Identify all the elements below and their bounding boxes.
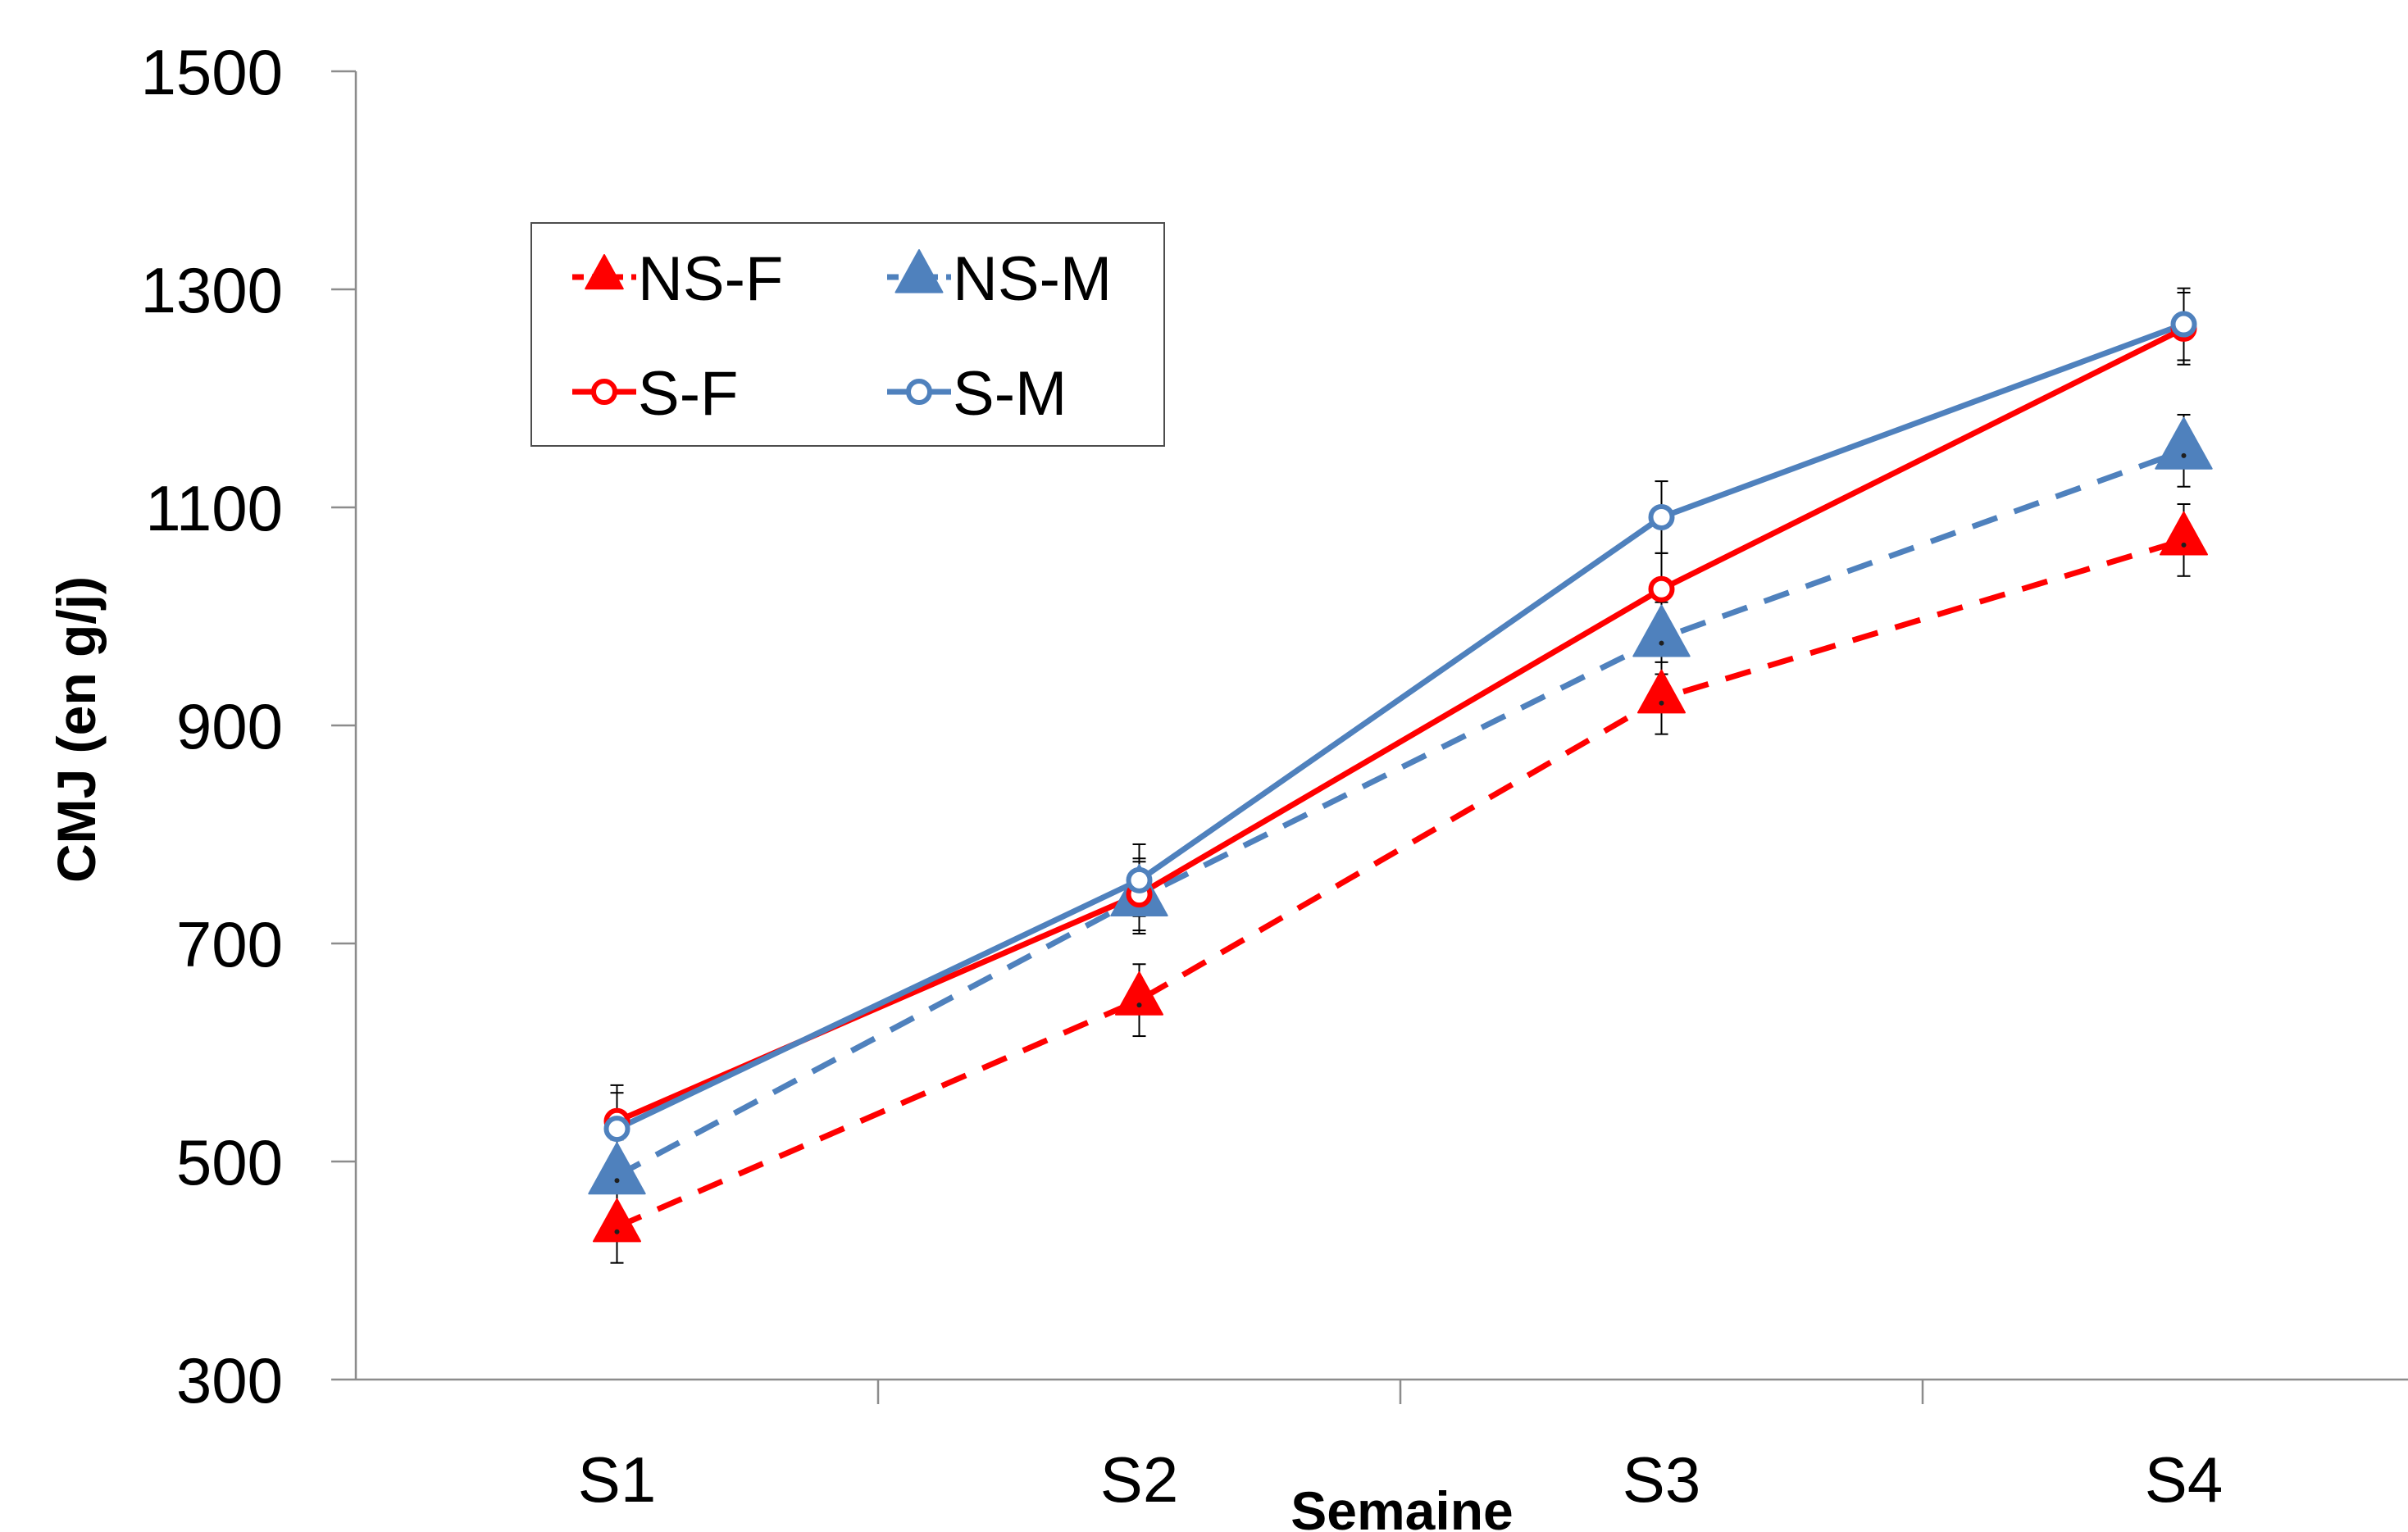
y-tick-label: 1100	[145, 472, 283, 544]
y-tick-label: 1500	[140, 36, 283, 108]
data-point-ns-m	[588, 1142, 646, 1195]
data-point-s-f	[1648, 575, 1675, 602]
x-axis-title: Semaine	[1290, 1480, 1513, 1532]
x-axis-ticks: S1 S2 S3 S4	[578, 1380, 2223, 1516]
series-line-s-m	[615, 321, 2185, 1132]
legend-label: NS-F	[638, 244, 783, 314]
series-lines	[615, 321, 2186, 1230]
legend-label: NS-M	[953, 244, 1112, 314]
data-point-center	[2181, 452, 2187, 458]
y-tick-label: 900	[176, 690, 283, 762]
x-tick-label: S1	[578, 1443, 656, 1516]
legend-marker	[591, 379, 617, 405]
data-point-ns-m	[1632, 604, 1691, 657]
legend-marker	[906, 379, 932, 405]
data-point-s-m	[603, 1116, 630, 1143]
x-tick-label: S2	[1100, 1443, 1178, 1516]
y-tick-label: 1300	[140, 254, 283, 326]
legend-box	[530, 222, 1165, 447]
data-point-ns-f	[593, 1198, 641, 1243]
series-line-ns-m	[615, 448, 2185, 1179]
y-tick-label: 700	[176, 908, 283, 980]
data-point-s-m	[1126, 866, 1153, 893]
data-point-ns-f	[1115, 971, 1163, 1016]
y-axis-ticks: 300 500 700 900 1100 1300 1500	[140, 36, 356, 1416]
legend-label: S-F	[638, 359, 738, 429]
data-point-center	[2181, 542, 2187, 548]
series-markers	[588, 311, 2213, 1243]
legend-marker	[894, 249, 944, 293]
y-tick-label: 500	[176, 1126, 283, 1198]
data-point-ns-m	[2155, 416, 2213, 470]
data-point-ns-f	[1637, 669, 1686, 714]
series-line-s-f	[616, 325, 2186, 1125]
y-axis-title: CMJ (en g/j)	[46, 576, 107, 883]
data-point-s-m	[2170, 311, 2197, 338]
legend-marker	[585, 254, 624, 290]
data-point-ns-f	[2160, 511, 2208, 556]
data-point-center	[1136, 1002, 1142, 1008]
x-tick-label: S3	[1623, 1443, 1700, 1516]
series-line-ns-f	[616, 537, 2185, 1230]
x-tick-label: S4	[2145, 1443, 2223, 1516]
data-point-center	[1659, 640, 1664, 646]
data-point-s-m	[1648, 503, 1675, 530]
data-point-center	[614, 1229, 620, 1234]
data-point-center	[614, 1178, 620, 1184]
y-tick-label: 300	[176, 1344, 283, 1416]
data-point-center	[1659, 700, 1664, 706]
legend-label: S-M	[953, 359, 1067, 429]
legend: NS-F NS-M S-F S-M	[530, 222, 1165, 447]
